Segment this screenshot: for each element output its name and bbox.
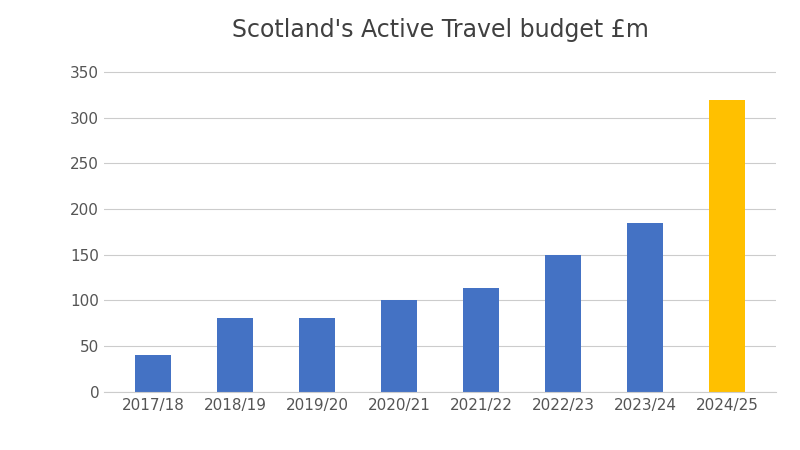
Title: Scotland's Active Travel budget £m: Scotland's Active Travel budget £m [231,18,649,42]
Bar [626,223,663,392]
Bar [545,255,582,392]
Bar [298,318,335,392]
Bar [217,318,254,392]
Bar [462,288,499,392]
Bar [134,355,171,392]
Bar [709,99,746,392]
Bar [381,300,418,392]
